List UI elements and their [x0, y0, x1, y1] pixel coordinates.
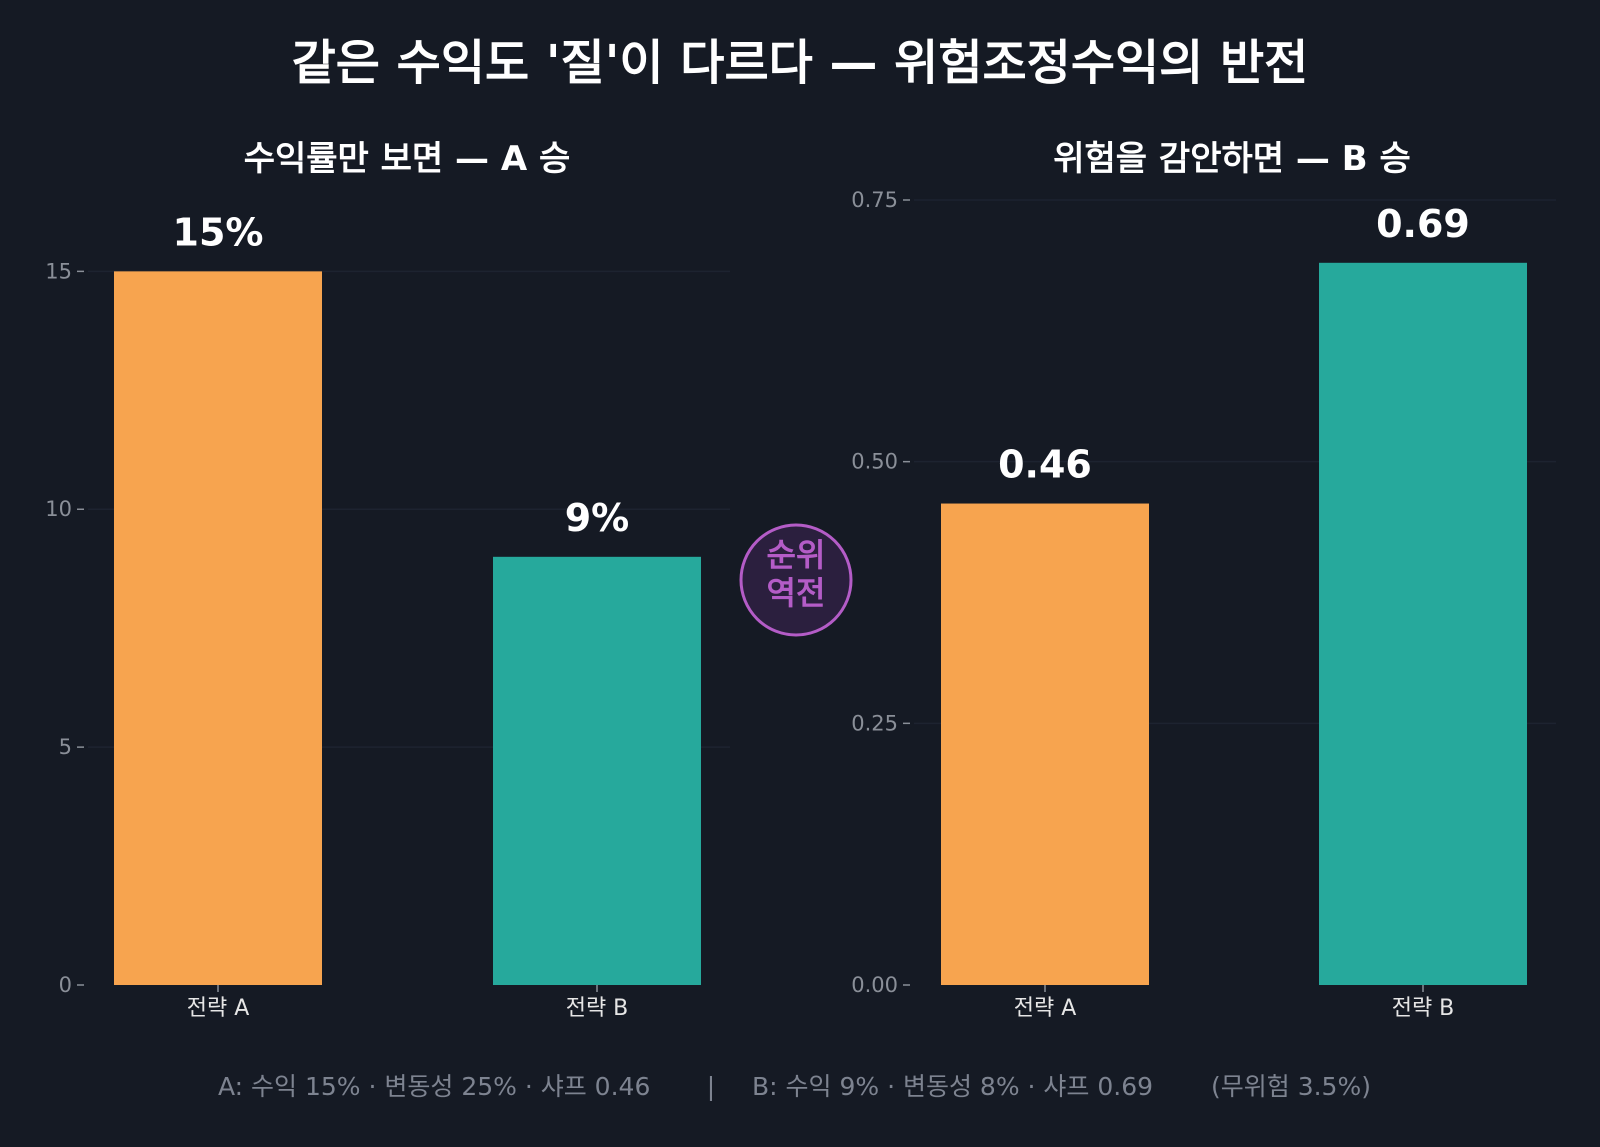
x-category-label: 전략 B [566, 996, 629, 1021]
footer-strategy-a: A: 수익 15% · 변동성 25% · 샤프 0.46 [218, 1072, 650, 1101]
y-tick-label: 5 [59, 735, 72, 759]
bar [941, 503, 1149, 985]
badge-line1: 순위 [767, 536, 826, 574]
footer-note: (무위험 3.5%) [1211, 1072, 1371, 1101]
y-tick-label: 15 [45, 259, 72, 283]
bar-value-label: 0.46 [998, 443, 1092, 487]
y-tick-label: 0.25 [851, 711, 898, 735]
footer-separator: | [707, 1072, 715, 1101]
bar [493, 556, 701, 985]
bar-value-label: 15% [173, 210, 264, 254]
bar [1319, 262, 1527, 985]
badge-circle [739, 523, 853, 637]
bar [114, 271, 322, 985]
left-panel: 수익률만 보면 — A 승 0 5 10 15 15% 전략 A 9% 전략 B [45, 139, 730, 1021]
y-tick-label: 0 [59, 973, 72, 997]
rank-reversal-badge: 순위 역전 [739, 523, 853, 637]
y-tick-label: 0.00 [851, 973, 898, 997]
y-tick-label: 0.75 [851, 188, 898, 212]
subplot-title: 위험을 감안하면 — B 승 [1053, 139, 1411, 179]
subplot-title: 수익률만 보면 — A 승 [244, 139, 571, 179]
y-tick-label: 0.50 [851, 450, 898, 474]
badge-line2: 역전 [767, 574, 826, 612]
footer-strategy-b: B: 수익 9% · 변동성 8% · 샤프 0.69 [752, 1072, 1153, 1101]
x-category-label: 전략 A [1014, 996, 1077, 1021]
right-panel: 위험을 감안하면 — B 승 0.00 0.25 0.50 0.75 0.46 전략 A 0.… [851, 139, 1556, 1021]
bar-value-label: 9% [565, 496, 630, 540]
bar-value-label: 0.69 [1376, 202, 1470, 246]
footer: A: 수익 15% · 변동성 25% · 샤프 0.46 | B: 수익 9%… [218, 1072, 1371, 1101]
chart-title: 같은 수익도 '질'이 다르다 — 위험조정수익의 반전 [292, 35, 1309, 91]
x-category-label: 전략 B [1392, 996, 1455, 1021]
x-category-label: 전략 A [187, 996, 250, 1021]
y-tick-label: 10 [45, 497, 72, 521]
